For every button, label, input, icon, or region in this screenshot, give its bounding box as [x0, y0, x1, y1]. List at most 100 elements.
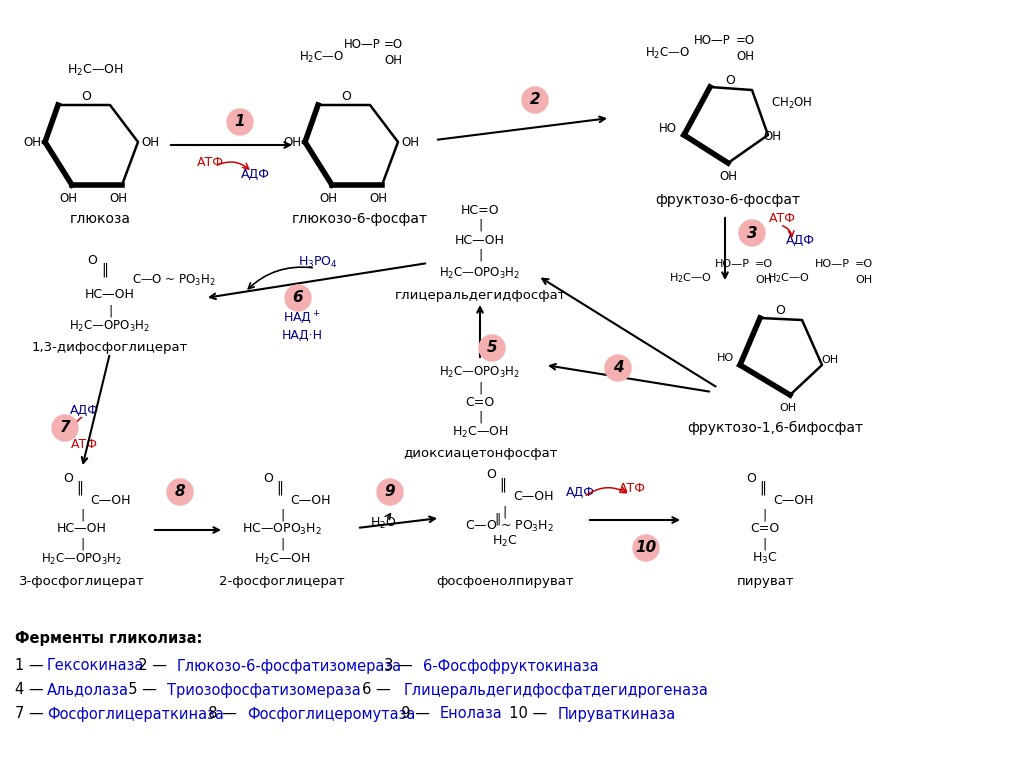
- Text: |: |: [80, 538, 84, 551]
- Text: Глицеральдегидфосфатдегидрогеназа: Глицеральдегидфосфатдегидрогеназа: [404, 683, 709, 697]
- Text: 3 —: 3 —: [375, 659, 418, 673]
- Text: 1 —: 1 —: [15, 659, 48, 673]
- Text: H$_3$PO$_4$: H$_3$PO$_4$: [298, 255, 338, 269]
- Text: |: |: [80, 509, 84, 522]
- Text: OH: OH: [369, 193, 387, 206]
- Text: H$_2$C—OPO$_3$H$_2$: H$_2$C—OPO$_3$H$_2$: [439, 364, 520, 380]
- Text: Пируваткиназа: Пируваткиназа: [558, 706, 676, 722]
- Text: C—O ~ PO$_3$H$_2$: C—O ~ PO$_3$H$_2$: [132, 272, 216, 288]
- Text: =O: =O: [855, 259, 873, 269]
- Text: OH: OH: [384, 54, 402, 67]
- Circle shape: [739, 220, 765, 246]
- Text: OH: OH: [763, 130, 781, 143]
- Text: HC=O: HC=O: [461, 203, 500, 216]
- Text: O: O: [486, 469, 496, 482]
- Text: фосфоенолпируват: фосфоенолпируват: [436, 575, 573, 588]
- Text: |: |: [280, 509, 284, 522]
- Text: |: |: [763, 509, 767, 522]
- Text: HC—OPO$_3$H$_2$: HC—OPO$_3$H$_2$: [242, 522, 322, 537]
- Text: АДФ: АДФ: [70, 403, 98, 416]
- Text: |: |: [280, 538, 284, 551]
- Text: =O: =O: [735, 34, 755, 47]
- Text: 3-фосфоглицерат: 3-фосфоглицерат: [19, 575, 144, 588]
- Text: CH$_2$OH: CH$_2$OH: [771, 95, 813, 110]
- Text: H$_2$C—OPO$_3$H$_2$: H$_2$C—OPO$_3$H$_2$: [439, 265, 520, 281]
- Text: OH: OH: [283, 136, 301, 149]
- Text: 9: 9: [385, 485, 395, 499]
- Text: 6 —: 6 —: [339, 683, 395, 697]
- Text: C—OH: C—OH: [290, 493, 331, 506]
- Text: H$_2$O: H$_2$O: [370, 515, 396, 531]
- Text: O: O: [341, 91, 351, 104]
- Text: |: |: [478, 381, 482, 394]
- Text: OH: OH: [821, 355, 839, 365]
- Text: |: |: [503, 505, 507, 518]
- Text: Фосфоглицераткиназа: Фосфоглицераткиназа: [47, 706, 224, 722]
- Text: OH: OH: [779, 403, 797, 413]
- Circle shape: [522, 87, 548, 113]
- Text: C=O: C=O: [751, 522, 779, 535]
- Text: 2: 2: [529, 93, 541, 107]
- Text: ‖: ‖: [77, 481, 83, 495]
- Text: H$_2$C—OH: H$_2$C—OH: [452, 424, 508, 439]
- Text: OH: OH: [719, 170, 737, 183]
- Text: 10: 10: [635, 541, 656, 555]
- Text: АДФ: АДФ: [241, 167, 269, 180]
- Text: Енолаза: Енолаза: [440, 706, 503, 722]
- Text: 1,3-дифосфоглицерат: 1,3-дифосфоглицерат: [32, 341, 188, 354]
- Text: 6: 6: [293, 291, 303, 305]
- Text: Фосфоглицеромутаза: Фосфоглицеромутаза: [247, 706, 416, 722]
- Text: ‖: ‖: [101, 263, 109, 277]
- Text: OH: OH: [141, 136, 159, 149]
- Text: C—OH: C—OH: [90, 493, 130, 506]
- Text: НАД·Н: НАД·Н: [282, 328, 323, 341]
- Text: H$_2$C—O: H$_2$C—O: [767, 271, 809, 285]
- Text: HO—P: HO—P: [344, 38, 380, 51]
- Text: H$_2$C—OPO$_3$H$_2$: H$_2$C—OPO$_3$H$_2$: [41, 551, 123, 567]
- Text: H$_2$C—OH: H$_2$C—OH: [254, 551, 310, 567]
- Text: 10 —: 10 —: [500, 706, 552, 722]
- Text: |: |: [108, 304, 112, 318]
- Text: 9 —: 9 —: [392, 706, 434, 722]
- Text: HO: HO: [717, 353, 733, 363]
- Circle shape: [479, 335, 505, 361]
- Circle shape: [285, 285, 311, 311]
- Text: АТФ: АТФ: [768, 212, 796, 225]
- Text: C—OH: C—OH: [513, 491, 554, 503]
- Text: ‖: ‖: [760, 481, 766, 495]
- Text: Гексокиназа: Гексокиназа: [47, 659, 144, 673]
- Text: Триозофосфатизомераза: Триозофосфатизомераза: [167, 683, 360, 697]
- Text: глицеральдегидфосфат: глицеральдегидфосфат: [394, 289, 565, 302]
- Text: ‖: ‖: [276, 481, 284, 495]
- Text: НАД$^+$: НАД$^+$: [283, 310, 321, 326]
- Text: O: O: [263, 472, 273, 485]
- Text: HC—OH: HC—OH: [85, 288, 135, 301]
- Text: |: |: [763, 538, 767, 551]
- Text: 5 —: 5 —: [119, 683, 162, 697]
- Text: 6-Фосфофруктокиназа: 6-Фосфофруктокиназа: [423, 659, 599, 673]
- Text: H$_2$C—O: H$_2$C—O: [669, 271, 712, 285]
- Text: O: O: [725, 74, 735, 87]
- Circle shape: [605, 355, 631, 381]
- Text: диоксиацетонфосфат: диоксиацетонфосфат: [402, 447, 557, 460]
- Text: =O: =O: [755, 259, 773, 269]
- Text: |: |: [478, 249, 482, 262]
- Text: H$_2$C—OH: H$_2$C—OH: [67, 62, 123, 77]
- Text: O: O: [87, 254, 97, 266]
- Text: HO—P: HO—P: [693, 34, 730, 47]
- Text: 8 —: 8 —: [199, 706, 242, 722]
- Text: 5: 5: [486, 341, 498, 355]
- Text: C=O: C=O: [465, 396, 495, 409]
- Text: фруктозо-6-фосфат: фруктозо-6-фосфат: [655, 193, 801, 207]
- Text: HC—OH: HC—OH: [57, 522, 106, 535]
- Text: =O: =O: [383, 38, 402, 51]
- Text: O: O: [63, 472, 73, 485]
- Text: HC—OH: HC—OH: [455, 233, 505, 246]
- Text: 1: 1: [234, 114, 246, 130]
- Text: H$_2$C—OPO$_3$H$_2$: H$_2$C—OPO$_3$H$_2$: [70, 318, 151, 334]
- Text: H$_2$C: H$_2$C: [493, 534, 518, 548]
- Text: H$_3$C: H$_3$C: [753, 551, 778, 565]
- Text: HO—P: HO—P: [715, 259, 750, 269]
- Text: глюкоза: глюкоза: [70, 212, 130, 226]
- Text: 7 —: 7 —: [15, 706, 48, 722]
